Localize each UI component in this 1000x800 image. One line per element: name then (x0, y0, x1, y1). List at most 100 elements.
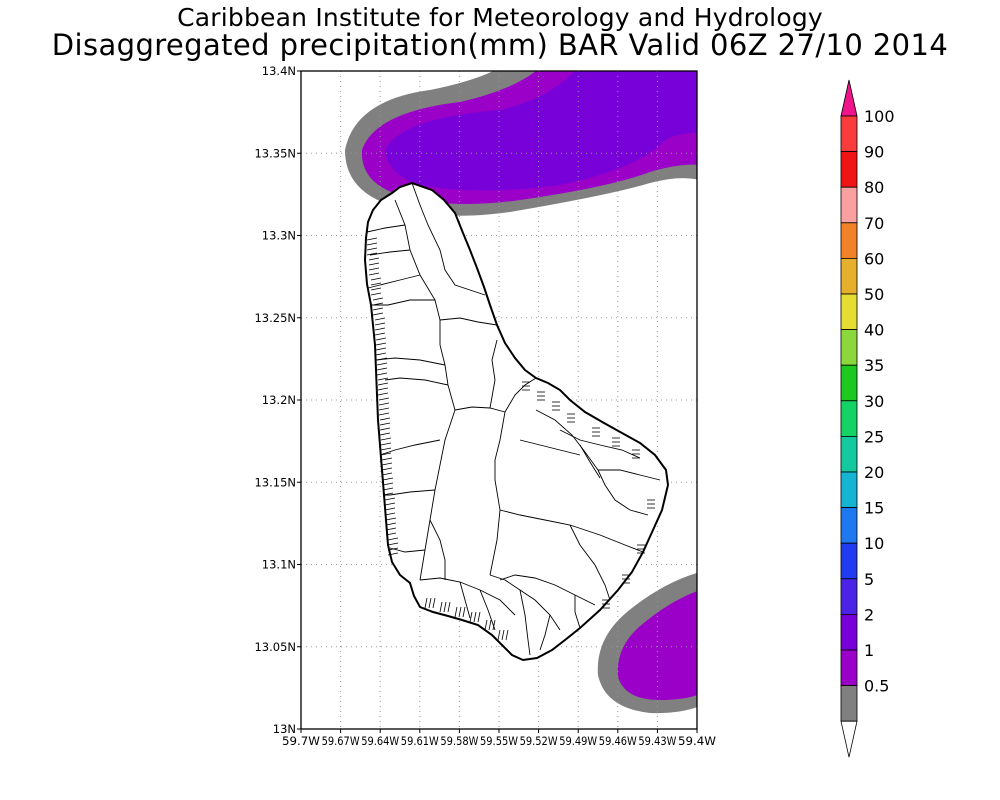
island-coastline (363, 181, 670, 662)
coastal-drainage-stroke (379, 417, 391, 421)
coastal-drainage-stroke (454, 606, 458, 618)
coastal-drainage-stroke (385, 527, 397, 531)
chart-subtitle: Disaggregated precipitation(mm) BAR Vali… (51, 28, 949, 62)
colorbar-swatch (840, 435, 858, 473)
lat-tick-label: 13.4N (262, 64, 296, 78)
coastal-drainage-lines (366, 237, 655, 641)
colorbar-level-label: 2 (864, 605, 874, 624)
coastal-drainage-stroke (375, 337, 387, 341)
coastal-drainage-stroke (372, 312, 384, 316)
latitude-axis: 13.4N 13.35N 13.3N 13.25N 13.2N 13.15N 13.1N 13… (254, 64, 301, 736)
coastal-drainage-stroke (387, 542, 399, 546)
colorbar: 100 90 80 70 60 50 40 35 30 25 20 15 10 5 2 1 0.5 (840, 79, 895, 758)
lon-tick-label: 59.4W (678, 734, 716, 748)
colorbar-level-label: 20 (864, 463, 884, 482)
coastal-drainage-stroke (432, 597, 436, 609)
coastal-drainage-stroke (381, 457, 393, 461)
colorbar-level-label: 40 (864, 321, 884, 340)
coastal-drainage-stroke (381, 462, 393, 466)
coastal-drainage-stroke (384, 502, 396, 506)
colorbar-level-label: 10 (864, 534, 884, 553)
coastal-drainage-stroke (384, 497, 396, 501)
coastal-drainage-stroke (375, 342, 387, 346)
coastal-drainage-stroke (378, 412, 390, 416)
coastal-drainage-stroke (387, 547, 399, 551)
lat-tick-label: 13.35N (254, 146, 296, 160)
coastal-drainage-stroke (505, 629, 509, 641)
precipitation-shading (345, 71, 697, 714)
colorbar-high-arrow (840, 79, 858, 117)
coastal-drainage-stroke (462, 606, 466, 618)
longitude-axis: 59.7W 59.67W 59.64W 59.61W 59.58W 59.55W 59.52… (282, 729, 716, 748)
watershed-lines (366, 182, 661, 656)
coastal-drainage-stroke (366, 252, 378, 256)
coastal-drainage-stroke (378, 397, 390, 401)
coastal-drainage-stroke (382, 487, 394, 491)
coastal-drainage-stroke (377, 377, 389, 381)
coastal-drainage-stroke (370, 277, 382, 281)
coastal-drainage-stroke (378, 407, 390, 411)
coastal-drainage-stroke (385, 517, 397, 521)
coastal-drainage-stroke (381, 472, 393, 476)
lat-tick-label: 13.2N (262, 393, 296, 407)
coastal-drainage-stroke (477, 611, 481, 623)
coastal-drainage-stroke (375, 347, 387, 351)
colorbar-swatch (840, 649, 858, 686)
coastal-drainage-stroke (458, 606, 462, 618)
colorbar-swatch (840, 293, 858, 330)
coastal-drainage-stroke (370, 292, 382, 296)
colorbar-level-label: 30 (864, 392, 884, 411)
precip-area-southeast-1mm (617, 591, 697, 700)
coastal-drainage-stroke (368, 262, 380, 266)
coastal-drainage-stroke (382, 492, 394, 496)
lon-tick-label: 59.7W (282, 734, 320, 748)
lon-tick-label: 59.52W (520, 734, 558, 748)
coastal-drainage-stroke (443, 601, 447, 613)
barbados-outline (363, 181, 670, 662)
coastal-drainage-stroke (368, 272, 380, 276)
coastal-drainage-stroke (424, 597, 428, 609)
coastal-drainage-stroke (372, 302, 384, 306)
lat-tick-label: 13.25N (254, 311, 296, 325)
colorbar-level-label: 100 (864, 107, 895, 126)
lat-tick-label: 13.1N (262, 558, 296, 572)
coastal-drainage-stroke (370, 282, 382, 286)
lat-tick-label: 13.15N (254, 475, 296, 489)
coastal-drainage-stroke (439, 601, 443, 613)
coastal-drainage-stroke (484, 619, 488, 631)
coastal-drainage-stroke (469, 611, 473, 623)
colorbar-swatch (840, 542, 858, 580)
coastal-drainage-stroke (368, 267, 380, 271)
coastal-drainage-stroke (374, 322, 386, 326)
coastal-drainage-stroke (385, 532, 397, 536)
colorbar-swatch (840, 507, 858, 544)
colorbar-level-label: 60 (864, 249, 884, 268)
colorbar-level-label: 5 (864, 570, 874, 589)
coastal-drainage-stroke (387, 552, 399, 556)
colorbar-level-label: 35 (864, 356, 884, 375)
coastal-drainage-stroke (374, 327, 386, 331)
colorbar-swatch (840, 614, 858, 651)
coastal-drainage-stroke (382, 482, 394, 486)
coastal-drainage-stroke (377, 392, 389, 396)
colorbar-level-label: 25 (864, 427, 884, 446)
coastal-drainage-stroke (380, 447, 392, 451)
coastal-drainage-stroke (385, 522, 397, 526)
precip-area-north-2mm (385, 71, 697, 191)
colorbar-low-arrow (840, 720, 858, 758)
coastal-drainage-stroke (377, 387, 389, 391)
lon-tick-label: 59.61W (401, 734, 439, 748)
lon-tick-label: 59.46W (599, 734, 637, 748)
lon-tick-label: 59.58W (440, 734, 478, 748)
coastal-drainage-stroke (376, 357, 388, 361)
coastal-drainage-stroke (382, 477, 394, 481)
lon-tick-label: 59.43W (638, 734, 676, 748)
coastal-drainage-stroke (366, 247, 378, 251)
coastal-drainage-stroke (375, 352, 387, 356)
chart-title: Caribbean Institute for Meteorology and … (177, 3, 823, 32)
coastal-drainage-stroke (374, 317, 386, 321)
coastal-drainage-stroke (379, 427, 391, 431)
coastal-drainage-stroke (488, 619, 492, 631)
colorbar-level-label: 80 (864, 178, 884, 197)
